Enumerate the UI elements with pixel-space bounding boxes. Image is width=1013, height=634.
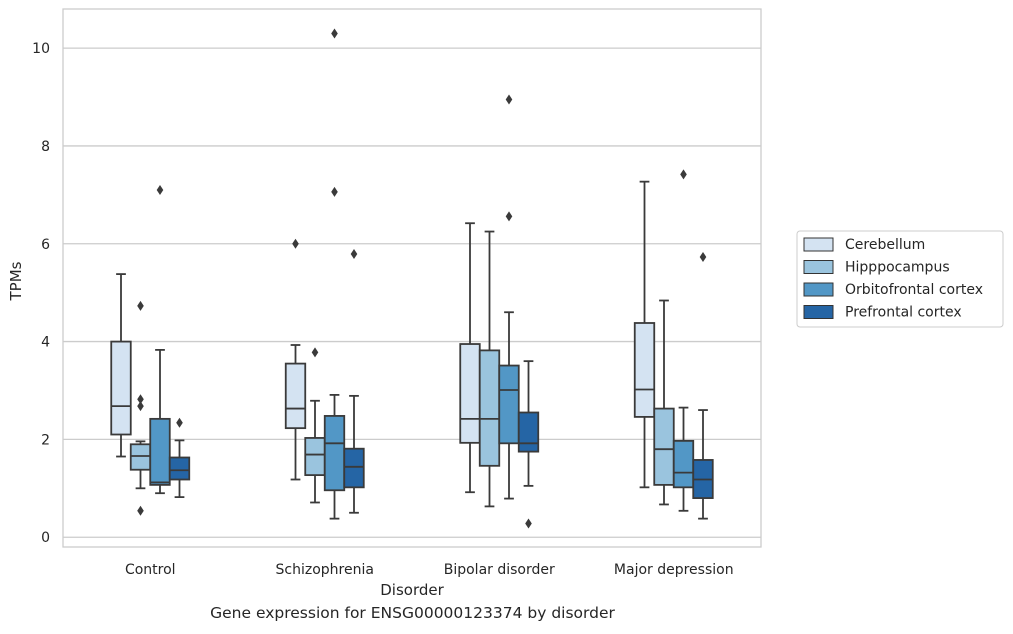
x-tick-label: Major depression (614, 562, 734, 578)
box-orbitofrontal-cortex (672, 169, 695, 512)
box-iqr (672, 439, 695, 489)
box-iqr (343, 447, 365, 489)
box-hipppocampus (653, 299, 675, 506)
box-iqr (284, 362, 307, 430)
box-prefrontal-cortex (692, 251, 714, 520)
outlier-point (331, 28, 338, 39)
box-cerebellum (110, 273, 132, 458)
box-hipppocampus (304, 347, 326, 504)
legend-frame (796, 230, 1004, 328)
outlier-point (505, 211, 513, 222)
chart-caption: Gene expression for ENSG00000123374 by d… (210, 604, 615, 622)
box-cerebellum (633, 180, 656, 489)
plot-area-frame (62, 8, 762, 548)
x-axis-ticks: Control Schizophrenia Bipolar disorder Majo… (125, 562, 734, 578)
box-iqr (168, 456, 191, 481)
outlier-point (137, 505, 144, 516)
outlier-point (311, 347, 319, 358)
box-iqr (110, 340, 132, 436)
y-tick-label: 8 (41, 139, 50, 155)
x-tick-label: Control (125, 562, 176, 578)
outlier-point (350, 249, 358, 260)
outlier-point (699, 251, 707, 262)
box-iqr (633, 322, 656, 418)
box-iqr (498, 364, 520, 445)
box-iqr (478, 349, 501, 467)
box-orbitofrontal-cortex (149, 184, 171, 495)
box-groups (110, 28, 714, 529)
y-tick-label: 4 (41, 335, 50, 351)
outlier-point (137, 394, 144, 405)
box-iqr (323, 415, 346, 492)
box-iqr (459, 343, 481, 444)
legend-label: Orbitofrontal cortex (845, 282, 983, 298)
legend-swatch (803, 305, 834, 319)
y-axis-ticks: 0 2 4 6 8 10 (32, 41, 50, 546)
box-iqr (653, 407, 675, 486)
legend: Cerebellum Hipppocampus Orbitofrontal cort… (796, 230, 1004, 328)
box-iqr (517, 411, 540, 453)
box-prefrontal-cortex (517, 360, 540, 529)
box-orbitofrontal-cortex (323, 28, 346, 520)
box-iqr (304, 437, 326, 477)
outlier-point (137, 401, 144, 412)
box-cerebellum (459, 222, 481, 494)
legend-swatch (803, 237, 834, 252)
legend-label: Prefrontal cortex (845, 305, 962, 321)
outlier-point (137, 300, 144, 311)
outlier-point (292, 238, 299, 249)
box-cerebellum (284, 238, 307, 481)
x-tick-label: Bipolar disorder (444, 562, 555, 578)
outlier-point (176, 417, 183, 428)
legend-label: Hipppocampus (845, 260, 950, 276)
outlier-point (331, 186, 338, 197)
y-gridlines (63, 47, 761, 538)
outlier-point (525, 518, 532, 529)
legend-swatch (803, 282, 834, 297)
y-tick-label: 10 (32, 41, 50, 57)
y-tick-label: 2 (41, 432, 50, 448)
box-prefrontal-cortex (168, 417, 191, 499)
box-hipppocampus (478, 230, 501, 508)
box-orbitofrontal-cortex (498, 94, 520, 500)
legend-label: Cerebellum (845, 237, 925, 253)
y-tick-label: 6 (41, 237, 50, 253)
box-hipppocampus (129, 300, 152, 516)
x-tick-label: Schizophrenia (276, 562, 374, 578)
box-iqr (149, 417, 171, 486)
y-tick-label: 0 (41, 530, 50, 546)
y-axis-label: TPMs (7, 261, 25, 301)
box-prefrontal-cortex (343, 249, 365, 514)
outlier-point (680, 169, 687, 180)
x-axis-label: Disorder (380, 581, 444, 599)
outlier-point (156, 184, 164, 195)
legend-swatch (803, 260, 834, 274)
box-iqr (129, 443, 152, 471)
outlier-point (505, 94, 513, 105)
